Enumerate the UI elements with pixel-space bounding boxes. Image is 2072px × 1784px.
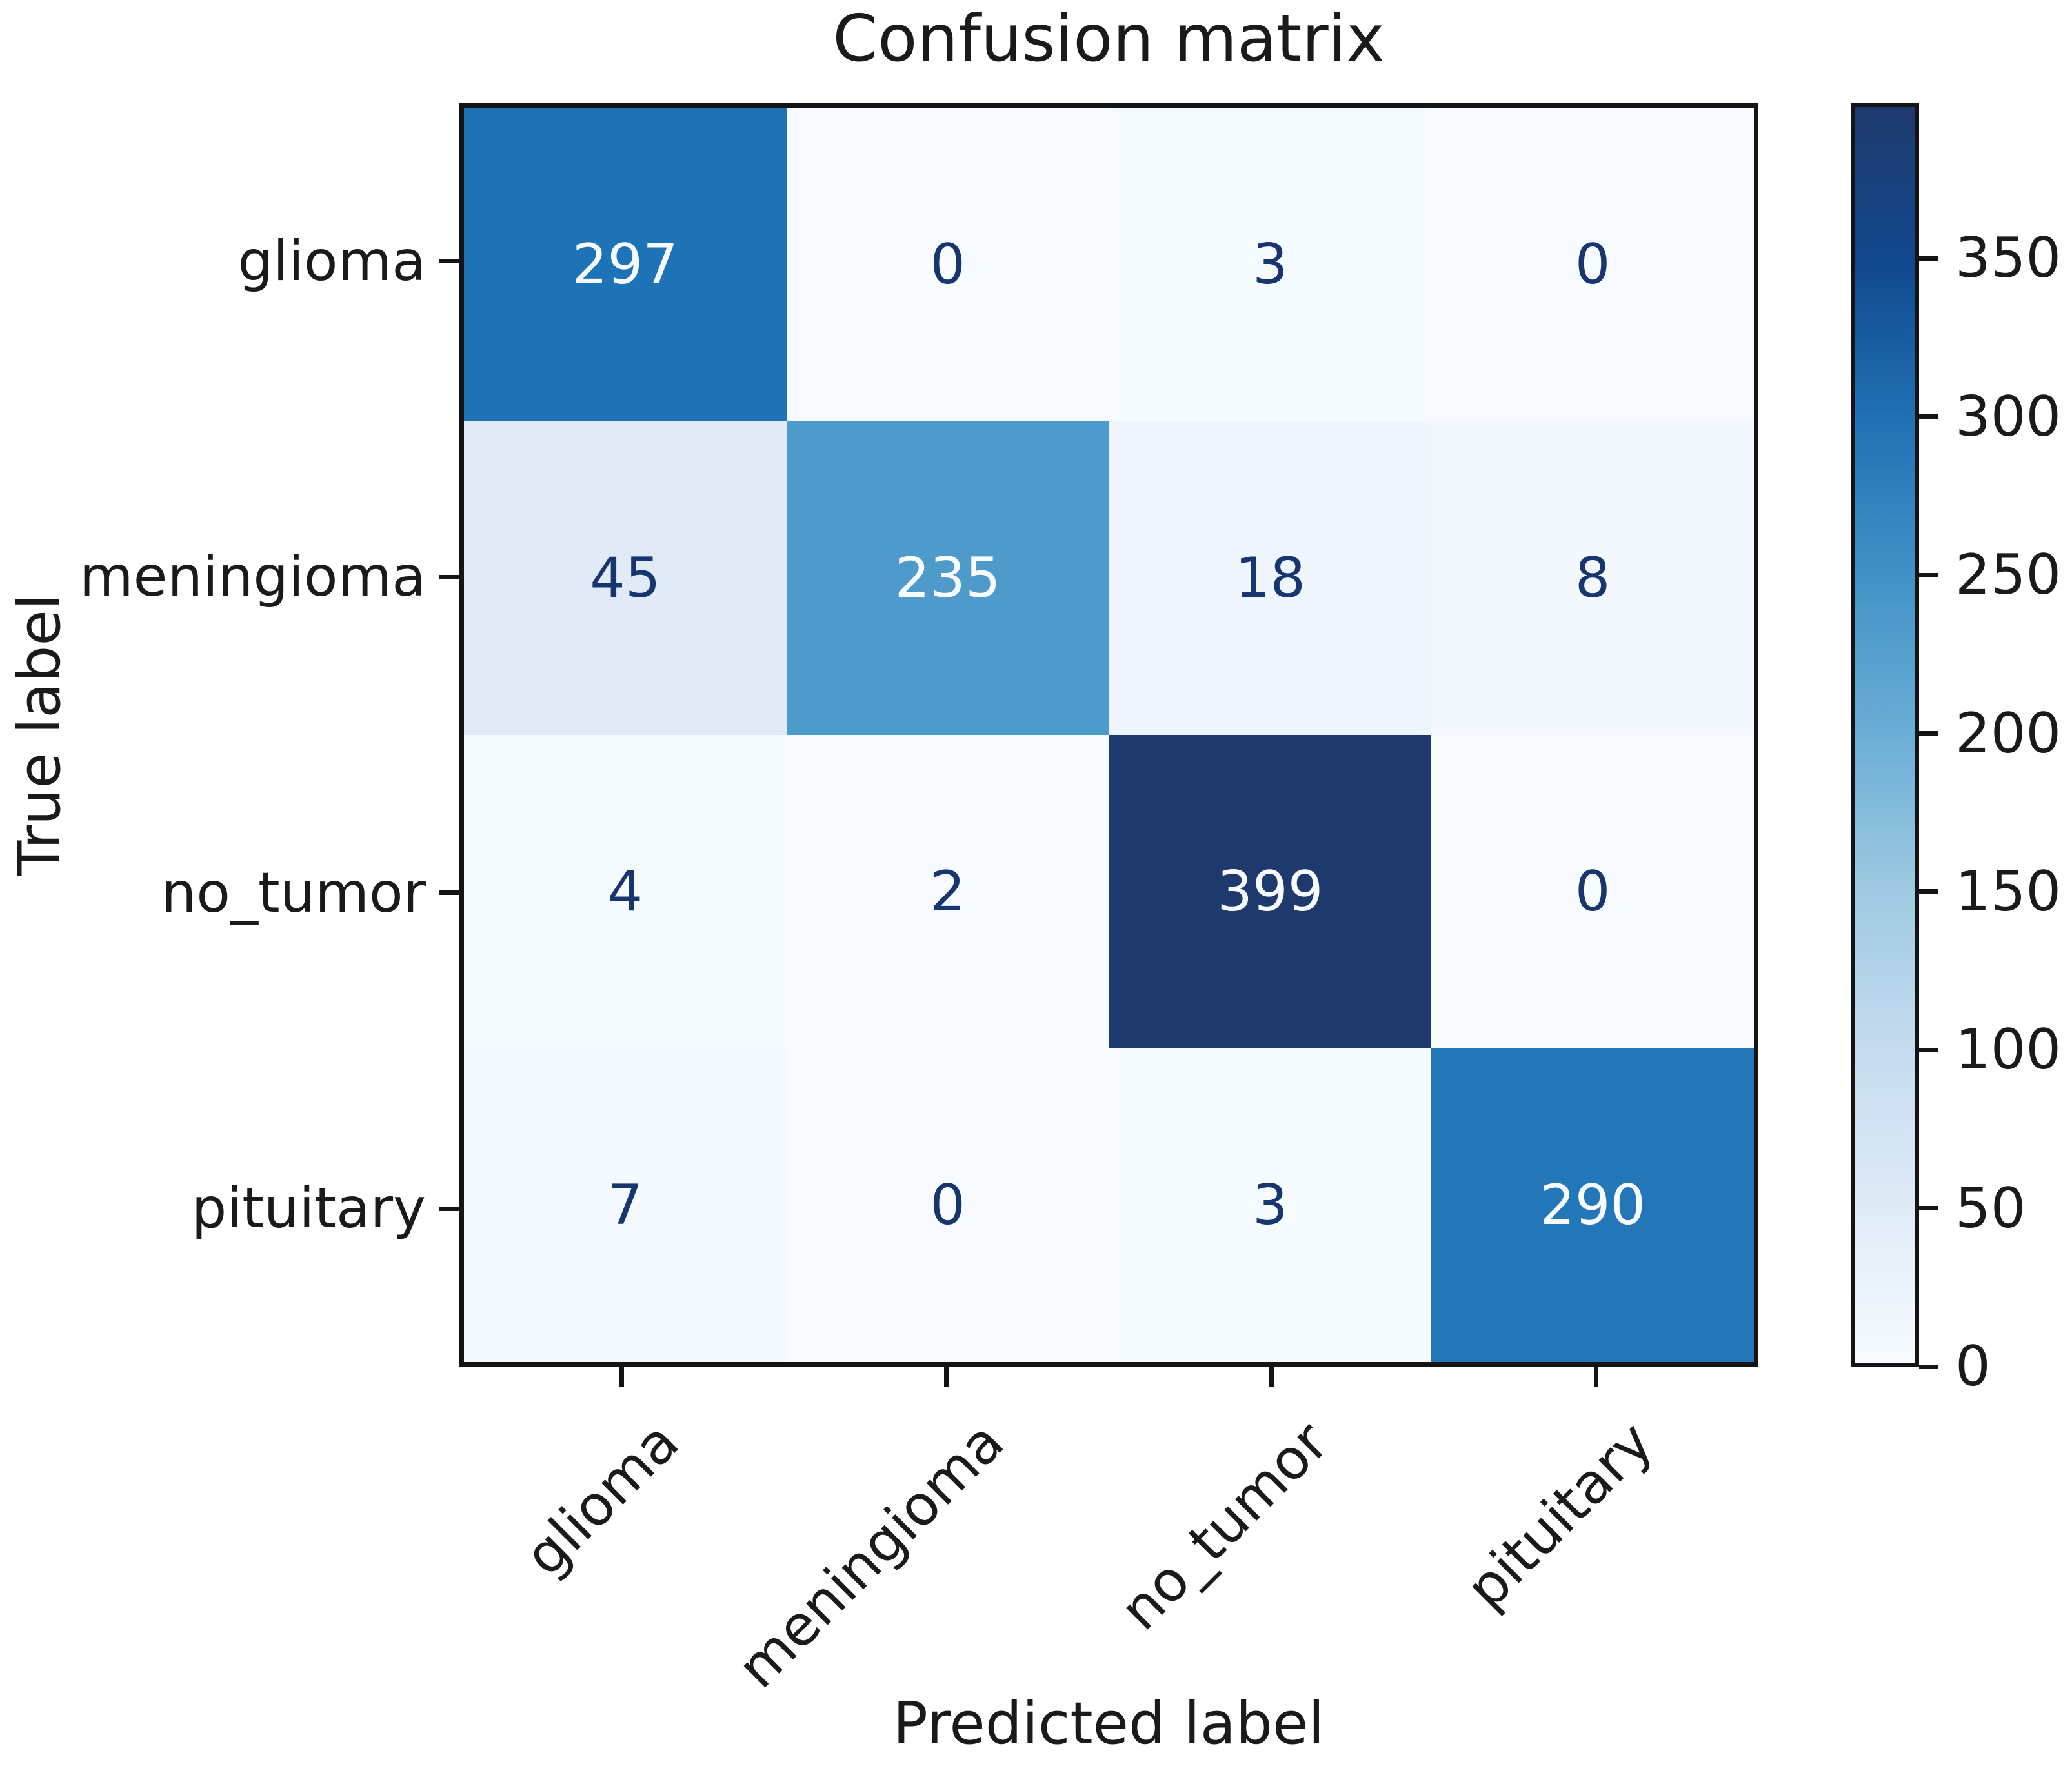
matrix-cell-meningioma-meningioma: 235 <box>786 421 1109 735</box>
matrix-cell-meningioma-pituitary: 8 <box>1431 421 1754 735</box>
colorbar-tick-label-200: 200 <box>1955 701 2062 766</box>
matrix-cell-meningioma-glioma: 45 <box>464 421 787 735</box>
colorbar-tick-350 <box>1919 256 1938 261</box>
x-tick-no_tumor <box>1269 1367 1274 1387</box>
colorbar-tick-label-350: 350 <box>1955 226 2062 291</box>
cell-value: 3 <box>1252 232 1288 297</box>
cell-value: 0 <box>1574 232 1611 297</box>
cell-value: 297 <box>572 232 678 297</box>
x-tick-meningioma <box>944 1367 949 1387</box>
y-axis-title: True label <box>6 594 74 876</box>
x-tick-label-no_tumor: no_tumor <box>1108 1410 1341 1643</box>
cell-value: 4 <box>607 859 643 924</box>
x-axis-title: Predicted label <box>892 1690 1325 1758</box>
cell-value: 399 <box>1217 859 1323 924</box>
colorbar-tick-label-300: 300 <box>1955 384 2062 449</box>
colorbar-tick-label-100: 100 <box>1955 1017 2062 1083</box>
cell-value: 290 <box>1540 1173 1646 1238</box>
cell-value: 0 <box>930 232 965 297</box>
colorbar-tick-300 <box>1919 414 1938 419</box>
y-tick-no_tumor <box>439 890 459 896</box>
colorbar-tick-0 <box>1919 1364 1938 1369</box>
colorbar-tick-50 <box>1919 1206 1938 1211</box>
colorbar-tick-250 <box>1919 572 1938 577</box>
matrix-cell-pituitary-meningioma: 0 <box>786 1048 1109 1362</box>
matrix-cell-pituitary-no_tumor: 3 <box>1109 1048 1432 1362</box>
colorbar-tick-150 <box>1919 889 1938 894</box>
y-tick-label-pituitary: pituitary <box>191 1176 426 1241</box>
matrix-cell-pituitary-glioma: 7 <box>464 1048 787 1362</box>
y-tick-glioma <box>439 259 459 264</box>
matrix-cell-no_tumor-meningioma: 2 <box>786 735 1109 1048</box>
chart-title: Confusion matrix <box>832 1 1385 76</box>
cell-value: 45 <box>590 546 661 610</box>
heatmap-grid: 297 0 3 0 45 235 18 8 4 2 399 0 7 0 3 290 <box>464 108 1754 1362</box>
y-tick-label-glioma: glioma <box>237 228 426 294</box>
matrix-cell-glioma-no_tumor: 3 <box>1109 108 1432 421</box>
cell-value: 3 <box>1252 1173 1288 1238</box>
cell-value: 18 <box>1234 546 1306 610</box>
matrix-cell-no_tumor-glioma: 4 <box>464 735 787 1048</box>
matrix-cell-meningioma-no_tumor: 18 <box>1109 421 1432 735</box>
colorbar-tick-label-50: 50 <box>1955 1176 2026 1241</box>
matrix-cell-glioma-glioma: 297 <box>464 108 787 421</box>
x-tick-label-meningioma: meningioma <box>725 1410 1016 1701</box>
cell-value: 8 <box>1574 546 1611 610</box>
x-tick-label-glioma: glioma <box>512 1410 692 1589</box>
heatmap-axes: 297 0 3 0 45 235 18 8 4 2 399 0 7 0 3 290 <box>459 103 1758 1367</box>
colorbar-tick-label-250: 250 <box>1955 543 2062 608</box>
matrix-cell-glioma-meningioma: 0 <box>786 108 1109 421</box>
colorbar-tick-200 <box>1919 731 1938 736</box>
cell-value: 2 <box>930 859 965 924</box>
matrix-cell-glioma-pituitary: 0 <box>1431 108 1754 421</box>
y-tick-label-meningioma: meningioma <box>79 545 426 610</box>
matrix-cell-pituitary-pituitary: 290 <box>1431 1048 1754 1362</box>
y-tick-pituitary <box>439 1206 459 1211</box>
cell-value: 7 <box>607 1173 643 1238</box>
colorbar <box>1851 103 1919 1367</box>
colorbar-tick-label-150: 150 <box>1955 859 2062 924</box>
cell-value: 235 <box>894 546 1001 610</box>
x-tick-glioma <box>619 1367 625 1387</box>
cell-value: 0 <box>1574 859 1611 924</box>
x-tick-pituitary <box>1593 1367 1598 1387</box>
colorbar-tick-100 <box>1919 1047 1938 1052</box>
y-tick-label-no_tumor: no_tumor <box>161 860 426 925</box>
y-tick-meningioma <box>439 574 459 579</box>
x-tick-label-pituitary: pituitary <box>1454 1410 1666 1621</box>
matrix-cell-no_tumor-no_tumor: 399 <box>1109 735 1432 1048</box>
colorbar-tick-label-0: 0 <box>1955 1334 1991 1399</box>
matrix-cell-no_tumor-pituitary: 0 <box>1431 735 1754 1048</box>
cell-value: 0 <box>930 1173 965 1238</box>
